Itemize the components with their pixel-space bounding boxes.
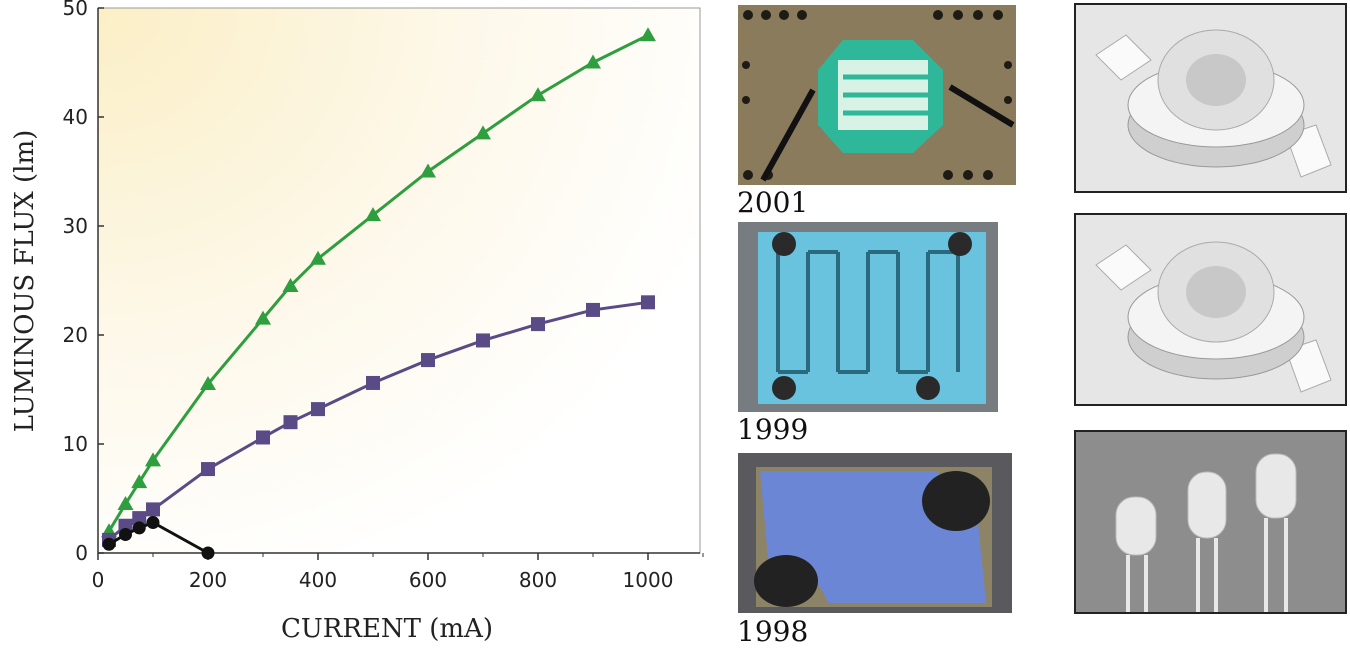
chip-2001-photo (738, 5, 1016, 185)
data-point-square (531, 317, 545, 332)
data-point-triangle (530, 87, 546, 102)
data-point-triangle (420, 163, 436, 178)
data-point-triangle (282, 277, 299, 292)
plot-background (97, 7, 701, 554)
chip-1998-year: 1998 (737, 615, 809, 648)
data-point-triangle (200, 376, 216, 391)
data-point-circle (132, 521, 146, 535)
y-tick-label: 40 (63, 105, 88, 129)
power-led-package-photo-top (1074, 3, 1347, 193)
chip-1999-photo (738, 222, 998, 412)
data-point-triangle (145, 452, 161, 467)
x-tick-label: 0 (92, 568, 105, 592)
data-point-square (201, 462, 215, 477)
data-point-square (146, 502, 160, 517)
data-point-square (586, 302, 600, 317)
data-point-square (311, 402, 325, 417)
luminous-flux-chart: 0 10 20 30 40 50 0 200 400 600 800 1000 LUMINOUS FL… (10, 0, 704, 644)
data-point-square (256, 430, 270, 445)
data-point-circle (102, 537, 116, 551)
y-axis-title: LUMINOUS FLUX (lm) (10, 130, 40, 433)
x-tick-label: 1000 (623, 568, 674, 592)
y-tick-label: 30 (63, 214, 88, 238)
y-tick-label: 20 (63, 323, 88, 347)
x-tick-label: 800 (519, 568, 557, 592)
chip-1998-photo (738, 453, 1012, 613)
x-axis-title: CURRENT (mA) (281, 614, 493, 644)
data-point-circle (146, 515, 160, 529)
x-tick-label: 200 (189, 568, 227, 592)
y-tick-label: 50 (63, 0, 88, 20)
5mm-led-lamps-photo (1074, 430, 1347, 614)
data-point-triangle (365, 207, 381, 222)
data-point-square (366, 375, 380, 390)
data-point-square (132, 511, 147, 526)
data-point-square (641, 295, 655, 310)
chip-1999-year: 1999 (737, 413, 809, 446)
chip-2001-year: 2001 (737, 186, 809, 219)
data-point-triangle (475, 125, 491, 140)
data-point-triangle (640, 27, 656, 42)
x-tick-label: 600 (409, 568, 447, 592)
data-point-triangle (117, 495, 134, 510)
data-point-triangle (310, 250, 326, 265)
series-circle (102, 515, 215, 560)
data-point-square (421, 353, 435, 368)
y-tick-label: 10 (63, 432, 88, 456)
data-point-triangle (585, 54, 601, 69)
data-point-square (476, 333, 490, 348)
x-tick-label: 400 (299, 568, 337, 592)
data-point-triangle (131, 474, 148, 489)
data-point-triangle (255, 310, 271, 325)
y-tick-label: 0 (75, 541, 88, 565)
data-point-circle (119, 527, 132, 541)
data-point-square (283, 415, 298, 430)
power-led-package-photo-middle (1074, 213, 1347, 406)
data-point-circle (201, 546, 215, 560)
